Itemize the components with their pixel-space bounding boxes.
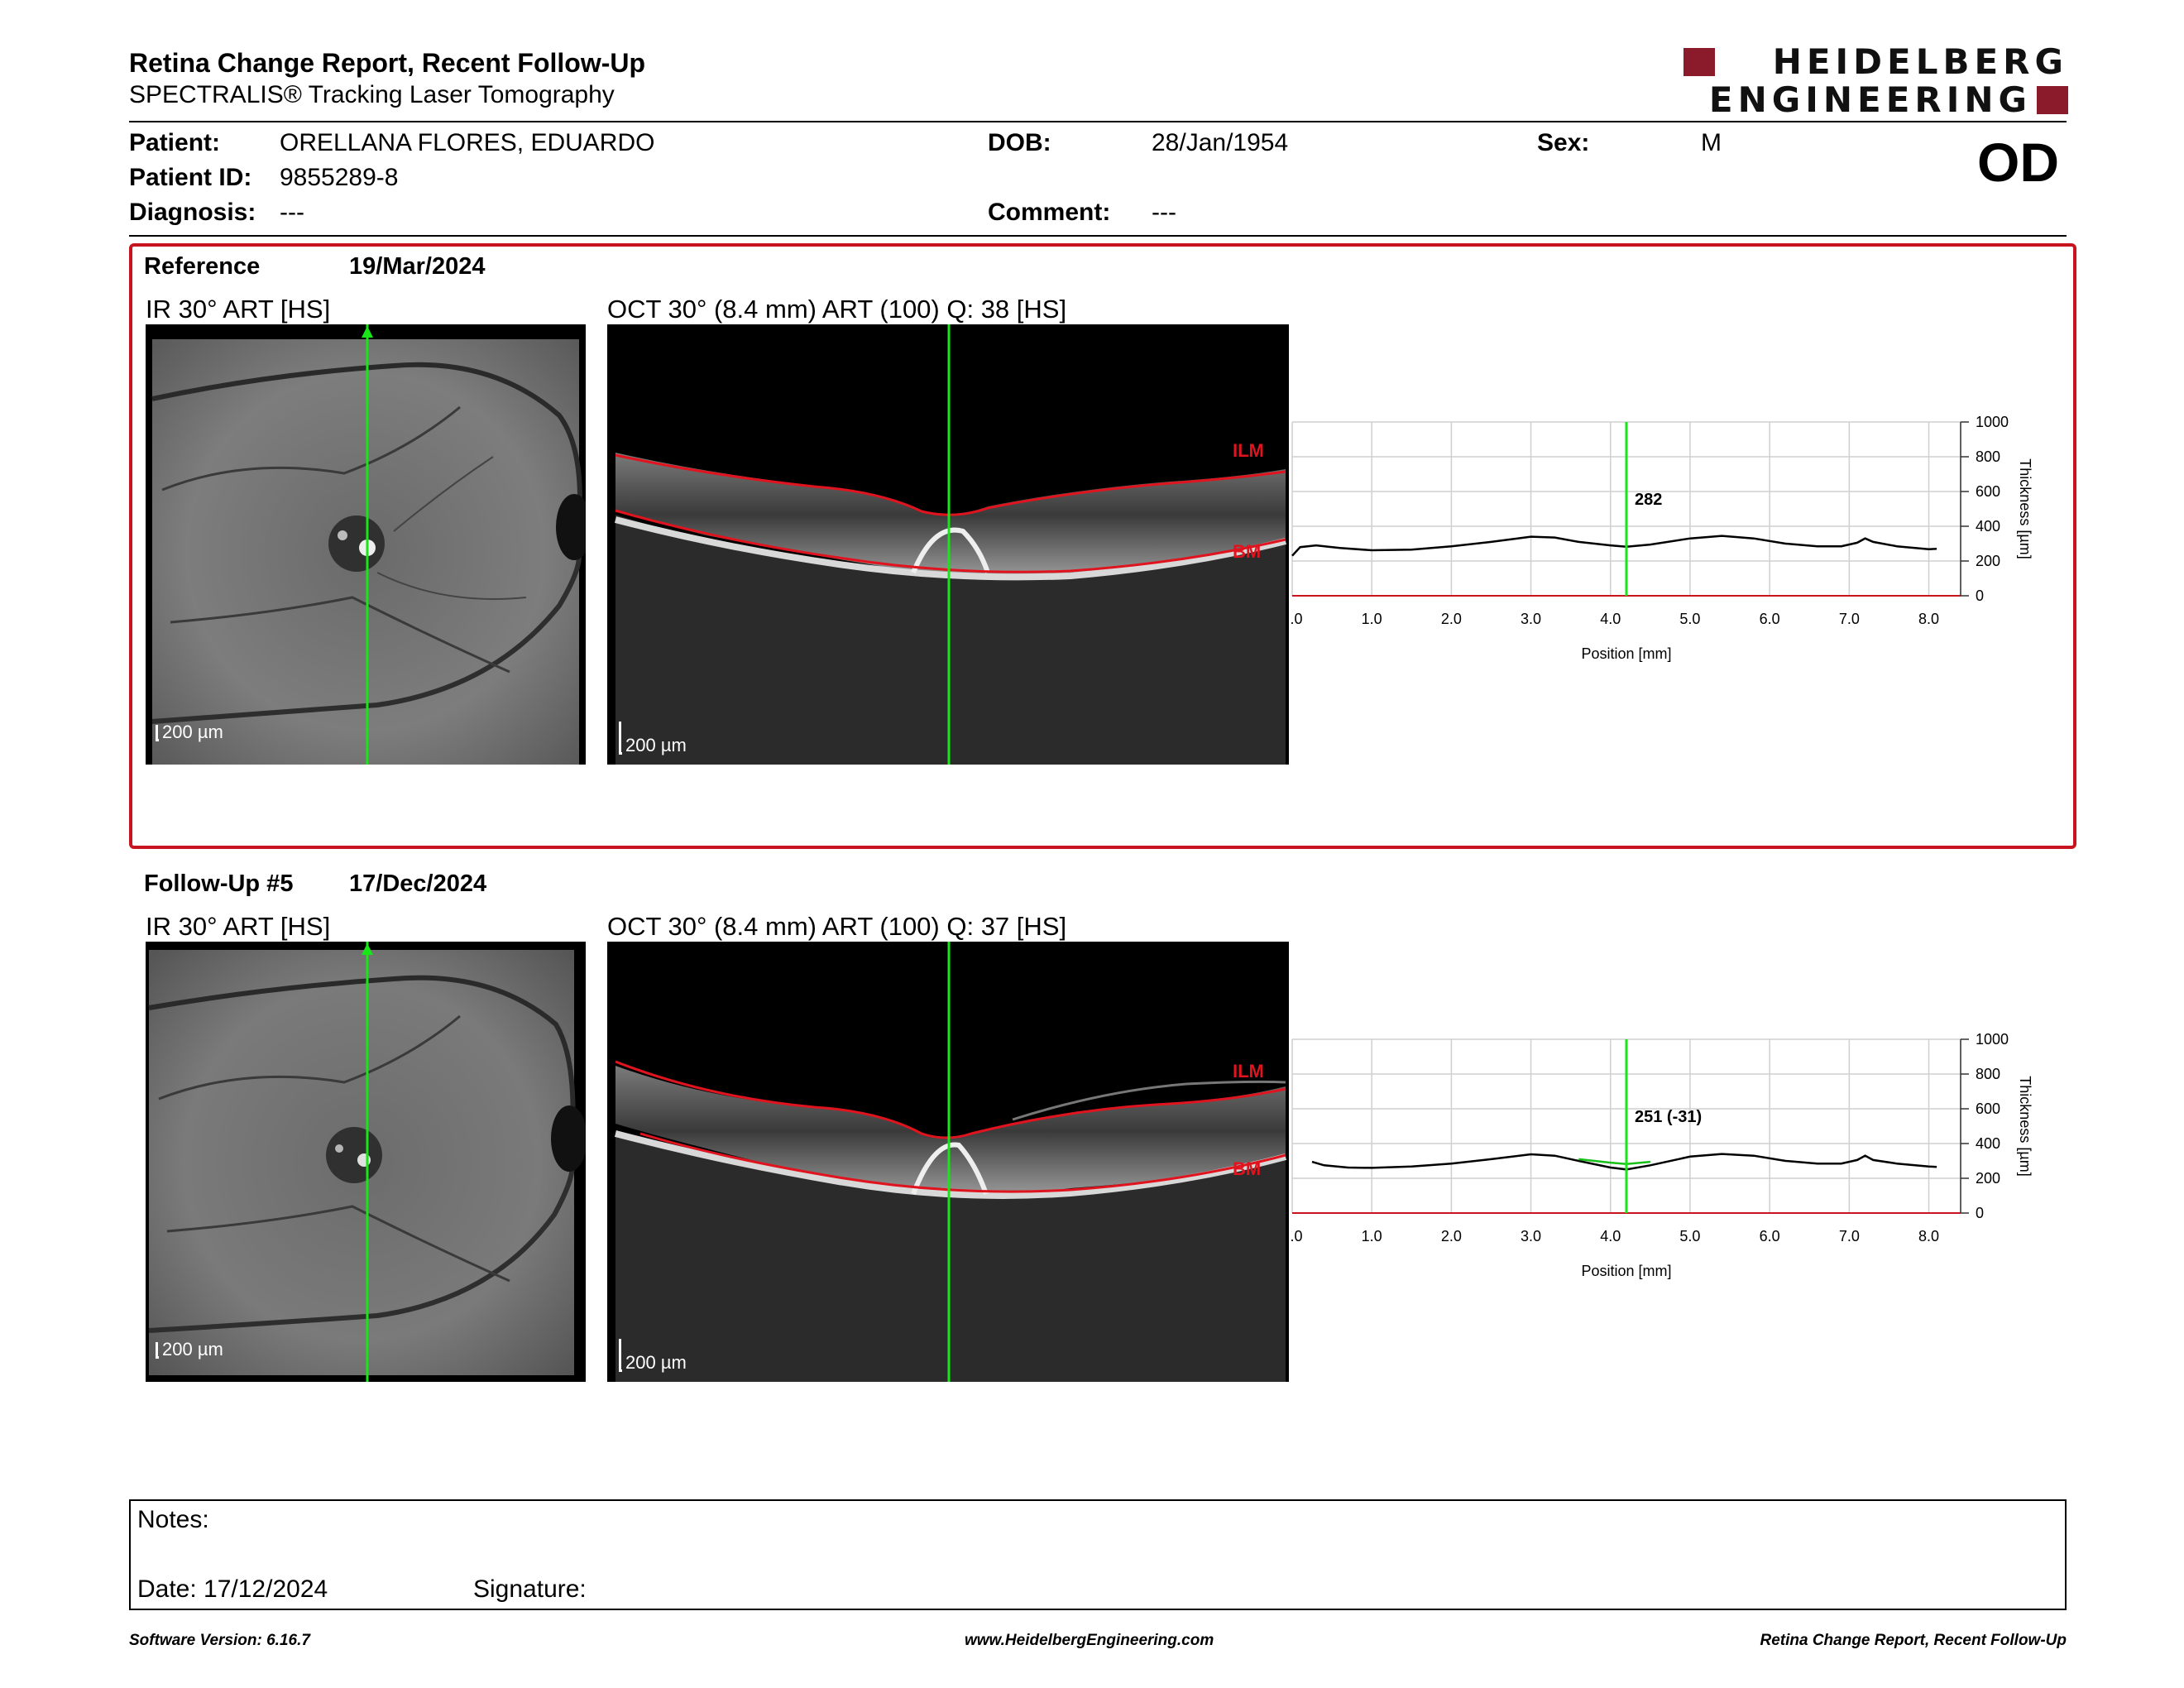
reference-bm-label: BM bbox=[1233, 541, 1262, 562]
header-divider bbox=[129, 121, 2067, 122]
diagnosis-label: Diagnosis: bbox=[129, 199, 256, 226]
x-tick-label: 1.0 bbox=[1362, 1228, 1382, 1244]
comment-label: Comment: bbox=[988, 199, 1111, 226]
followup-bm-label: BM bbox=[1233, 1158, 1262, 1179]
reference-ir-label: IR 30° ART [HS] bbox=[146, 295, 331, 324]
x-axis-title: Position [mm] bbox=[1581, 645, 1671, 662]
y-tick-label: 200 bbox=[1976, 553, 2000, 569]
followup-ilm-label: ILM bbox=[1233, 1061, 1264, 1081]
footer-report-name: Retina Change Report, Recent Follow-Up bbox=[1760, 1632, 2067, 1649]
thickness-readout: 251 (-31) bbox=[1635, 1108, 1702, 1126]
patient-label: Patient: bbox=[129, 129, 221, 156]
x-tick-label: 0.0 bbox=[1291, 611, 1303, 627]
followup-thickness-chart: 0 200 400 600 800 1000 0.0 1.0 2.0 3.0 4.0 5.0 6.0 7.… bbox=[1291, 1031, 2033, 1279]
y-tick-label: 1000 bbox=[1976, 1031, 2009, 1048]
eye-indicator: OD bbox=[1977, 132, 2059, 193]
x-tick-label: 5.0 bbox=[1679, 1228, 1700, 1244]
patient-id-label: Patient ID: bbox=[129, 164, 252, 191]
followup-oct-scale: 200 µm bbox=[619, 1339, 687, 1374]
followup-date: 17/Dec/2024 bbox=[349, 870, 487, 897]
x-tick-label: 5.0 bbox=[1679, 611, 1700, 627]
followup-ir-scale: 200 µm bbox=[156, 1339, 223, 1360]
reference-oct-label: OCT 30° (8.4 mm) ART (100) Q: 38 [HS] bbox=[607, 295, 1067, 324]
x-tick-label: 8.0 bbox=[1918, 1228, 1939, 1244]
y-axis-title: Thickness [µm] bbox=[2017, 1076, 2033, 1176]
thickness-series-line bbox=[1311, 1153, 1937, 1171]
x-tick-label: 4.0 bbox=[1600, 611, 1621, 627]
thickness-readout: 282 bbox=[1635, 491, 1662, 509]
y-tick-label: 600 bbox=[1976, 1101, 2000, 1117]
heidelberg-logo: HEIDELBERG ENGINEERING bbox=[1684, 45, 2068, 119]
diagnosis-value: --- bbox=[280, 199, 304, 226]
y-tick-label: 600 bbox=[1976, 483, 2000, 500]
x-tick-label: 8.0 bbox=[1918, 611, 1939, 627]
thickness-series-line bbox=[1291, 535, 1937, 557]
y-tick-label: 1000 bbox=[1976, 414, 2009, 430]
y-tick-label: 400 bbox=[1976, 518, 2000, 535]
patient-name: ORELLANA FLORES, EDUARDO bbox=[280, 129, 655, 156]
y-tick-label: 0 bbox=[1976, 587, 1984, 604]
reference-ir-image[interactable]: 200 µm bbox=[146, 324, 586, 765]
logo-line-2: ENGINEERING bbox=[1708, 79, 2032, 120]
notes-date: Date: 17/12/2024 bbox=[137, 1575, 328, 1603]
followup-ir-image[interactable]: 200 µm bbox=[146, 942, 586, 1382]
followup-oct-label: OCT 30° (8.4 mm) ART (100) Q: 37 [HS] bbox=[607, 912, 1067, 941]
x-tick-label: 7.0 bbox=[1839, 611, 1860, 627]
reference-oct-scale: 200 µm bbox=[619, 722, 687, 756]
x-tick-label: 1.0 bbox=[1362, 611, 1382, 627]
logo-square-icon-2 bbox=[2037, 86, 2068, 114]
sex-label: Sex: bbox=[1537, 129, 1590, 156]
x-axis-title: Position [mm] bbox=[1581, 1263, 1671, 1279]
x-tick-label: 7.0 bbox=[1839, 1228, 1860, 1244]
x-tick-label: 2.0 bbox=[1441, 611, 1462, 627]
notes-label: Notes: bbox=[137, 1506, 209, 1533]
fundus-svg bbox=[151, 324, 586, 765]
patient-divider bbox=[129, 235, 2067, 237]
y-tick-label: 0 bbox=[1976, 1205, 1984, 1221]
footer-software-version: Software Version: 6.16.7 bbox=[129, 1632, 310, 1649]
x-tick-label: 0.0 bbox=[1291, 1228, 1303, 1244]
y-tick-label: 200 bbox=[1976, 1170, 2000, 1187]
y-tick-label: 800 bbox=[1976, 448, 2000, 465]
reference-overlay-line bbox=[1578, 1158, 1651, 1166]
patient-id-value: 9855289-8 bbox=[280, 164, 399, 191]
oct-bscan-svg bbox=[614, 324, 1286, 765]
report-subtitle: SPECTRALIS® Tracking Laser Tomography bbox=[129, 81, 615, 108]
report-title: Retina Change Report, Recent Follow-Up bbox=[129, 48, 646, 78]
followup-ir-label: IR 30° ART [HS] bbox=[146, 912, 331, 941]
reference-ilm-label: ILM bbox=[1233, 440, 1264, 461]
x-tick-label: 6.0 bbox=[1760, 611, 1780, 627]
reference-thickness-chart: 0 200 400 600 800 1000 0.0 1.0 2.0 3.0 4.0 5.0 6.0 7.… bbox=[1291, 414, 2033, 662]
followup-title: Follow-Up #5 bbox=[144, 870, 294, 897]
reference-ir-scale: 200 µm bbox=[156, 722, 223, 743]
x-tick-label: 4.0 bbox=[1600, 1228, 1621, 1244]
notes-box[interactable]: Notes: Date: 17/12/2024 Signature: bbox=[129, 1499, 2067, 1610]
x-tick-label: 3.0 bbox=[1521, 1228, 1541, 1244]
x-tick-label: 3.0 bbox=[1521, 611, 1541, 627]
y-tick-label: 400 bbox=[1976, 1135, 2000, 1152]
dob-value: 28/Jan/1954 bbox=[1152, 129, 1289, 156]
y-tick-label: 800 bbox=[1976, 1066, 2000, 1082]
reference-oct-image[interactable]: ILM BM 200 µm bbox=[607, 324, 1289, 765]
dob-label: DOB: bbox=[988, 129, 1051, 156]
logo-line-1: HEIDELBERG bbox=[1772, 41, 2068, 82]
sex-value: M bbox=[1701, 129, 1722, 156]
logo-square-icon bbox=[1684, 48, 1715, 76]
signature-label: Signature: bbox=[473, 1575, 587, 1603]
y-axis-title: Thickness [µm] bbox=[2017, 458, 2033, 559]
x-tick-label: 2.0 bbox=[1441, 1228, 1462, 1244]
comment-value: --- bbox=[1152, 199, 1176, 226]
reference-title: Reference bbox=[144, 253, 261, 280]
oct-bscan-svg bbox=[614, 942, 1287, 1382]
reference-frame bbox=[129, 243, 2076, 849]
footer-website[interactable]: www.HeidelbergEngineering.com bbox=[965, 1632, 1214, 1649]
x-tick-label: 6.0 bbox=[1760, 1228, 1780, 1244]
followup-oct-image[interactable]: ILM BM 200 µm bbox=[607, 942, 1289, 1382]
reference-date: 19/Mar/2024 bbox=[349, 253, 486, 280]
fundus-svg bbox=[148, 942, 586, 1382]
